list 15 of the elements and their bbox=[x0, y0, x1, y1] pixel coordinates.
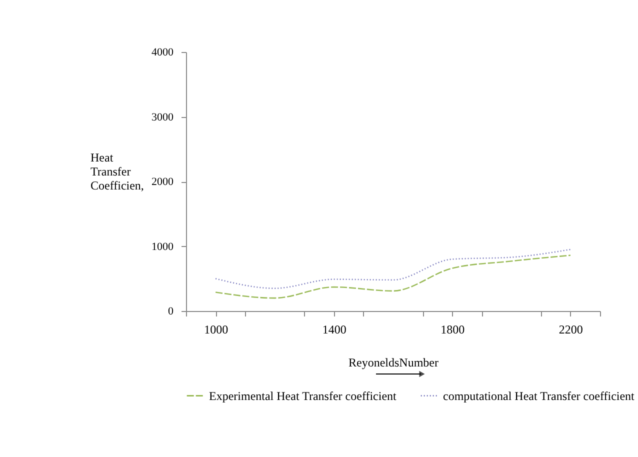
x-axis-title: ReyoneldsNumber bbox=[348, 356, 438, 370]
legend-label: Experimental Heat Transfer coefficient bbox=[209, 388, 398, 403]
x-tick-label: 1000 bbox=[204, 322, 228, 336]
y-tick-label: 2000 bbox=[152, 176, 174, 188]
line-series bbox=[214, 248, 572, 289]
y-tick-label: 0 bbox=[168, 306, 174, 318]
y-axis-title: Heat Transfer Coefficien, bbox=[90, 150, 144, 192]
x-tick-label: 1400 bbox=[322, 322, 346, 336]
y-tick-label: 1000 bbox=[152, 240, 174, 253]
legend-label: computational Heat Transfer coefficient bbox=[443, 388, 636, 403]
y-tick-label: 4000 bbox=[152, 46, 174, 58]
x-tick-label: 2200 bbox=[558, 322, 583, 336]
line-series bbox=[214, 254, 572, 299]
y-tick-label: 3000 bbox=[152, 111, 174, 124]
x-tick-label: 1800 bbox=[440, 322, 465, 336]
